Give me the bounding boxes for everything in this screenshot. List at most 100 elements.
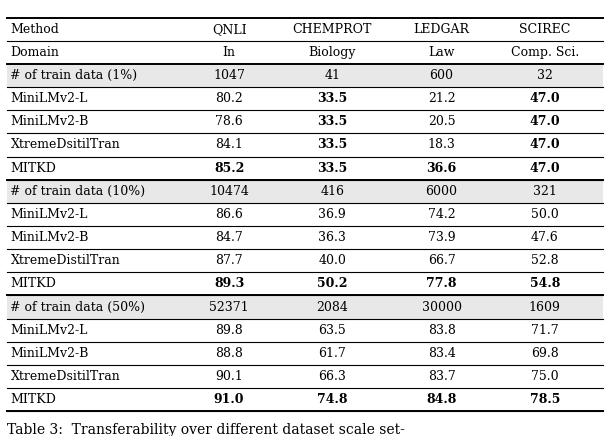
- Bar: [7, 133, 603, 157]
- Text: 63.5: 63.5: [318, 324, 346, 337]
- Text: 36.6: 36.6: [426, 162, 457, 174]
- Text: 89.3: 89.3: [214, 277, 244, 290]
- Text: 6000: 6000: [426, 185, 458, 198]
- Text: 32: 32: [537, 69, 553, 82]
- Text: MiniLMv2-B: MiniLMv2-B: [10, 347, 89, 360]
- Text: 83.8: 83.8: [428, 324, 456, 337]
- Text: 416: 416: [320, 185, 344, 198]
- Text: 2084: 2084: [317, 300, 348, 313]
- Text: SCIREC: SCIREC: [519, 23, 570, 36]
- Text: 18.3: 18.3: [428, 139, 456, 151]
- Text: 600: 600: [429, 69, 454, 82]
- Text: XtremeDsitilTran: XtremeDsitilTran: [10, 370, 120, 383]
- Text: 36.9: 36.9: [318, 208, 346, 221]
- Text: 91.0: 91.0: [214, 393, 245, 406]
- Text: 73.9: 73.9: [428, 231, 456, 244]
- Text: 78.6: 78.6: [215, 115, 243, 128]
- Text: 33.5: 33.5: [317, 115, 348, 128]
- Text: In: In: [223, 46, 235, 59]
- Text: 69.8: 69.8: [531, 347, 559, 360]
- Text: 10474: 10474: [209, 185, 249, 198]
- Text: Method: Method: [10, 23, 59, 36]
- Text: 74.8: 74.8: [317, 393, 348, 406]
- Text: 33.5: 33.5: [317, 139, 348, 151]
- Text: MITKD: MITKD: [10, 162, 56, 174]
- Text: MiniLMv2-B: MiniLMv2-B: [10, 115, 89, 128]
- Bar: [7, 272, 603, 296]
- Text: MiniLMv2-L: MiniLMv2-L: [10, 324, 88, 337]
- Bar: [7, 110, 603, 133]
- Bar: [7, 342, 603, 365]
- Text: 47.0: 47.0: [529, 139, 560, 151]
- Text: 74.2: 74.2: [428, 208, 456, 221]
- Text: 321: 321: [533, 185, 557, 198]
- Bar: [7, 17, 603, 41]
- Text: QNLI: QNLI: [212, 23, 246, 36]
- Text: 50.0: 50.0: [531, 208, 559, 221]
- Text: LEDGAR: LEDGAR: [414, 23, 470, 36]
- Text: 85.2: 85.2: [214, 162, 244, 174]
- Text: 20.5: 20.5: [428, 115, 456, 128]
- Text: 30000: 30000: [422, 300, 462, 313]
- Bar: [7, 226, 603, 249]
- Text: # of train data (1%): # of train data (1%): [10, 69, 138, 82]
- Text: Biology: Biology: [309, 46, 356, 59]
- Text: 47.0: 47.0: [529, 92, 560, 105]
- Text: # of train data (50%): # of train data (50%): [10, 300, 146, 313]
- Text: XtremeDistilTran: XtremeDistilTran: [10, 254, 120, 267]
- Text: 36.3: 36.3: [318, 231, 346, 244]
- Text: MiniLMv2-B: MiniLMv2-B: [10, 231, 89, 244]
- Text: Comp. Sci.: Comp. Sci.: [511, 46, 579, 59]
- Bar: [7, 180, 603, 203]
- Text: Table 3:  Transferability over different dataset scale set-: Table 3: Transferability over different …: [7, 423, 405, 436]
- Text: 1047: 1047: [213, 69, 245, 82]
- Text: 40.0: 40.0: [318, 254, 346, 267]
- Text: # of train data (10%): # of train data (10%): [10, 185, 146, 198]
- Text: 87.7: 87.7: [215, 254, 243, 267]
- Text: MITKD: MITKD: [10, 393, 56, 406]
- Text: 88.8: 88.8: [215, 347, 243, 360]
- Text: 47.0: 47.0: [529, 162, 560, 174]
- Text: 84.7: 84.7: [215, 231, 243, 244]
- Text: 47.0: 47.0: [529, 115, 560, 128]
- Bar: [7, 319, 603, 342]
- Text: 61.7: 61.7: [318, 347, 346, 360]
- Text: Domain: Domain: [10, 46, 59, 59]
- Text: MiniLMv2-L: MiniLMv2-L: [10, 92, 88, 105]
- Text: MiniLMv2-L: MiniLMv2-L: [10, 208, 88, 221]
- Bar: [7, 203, 603, 226]
- Text: 80.2: 80.2: [215, 92, 243, 105]
- Text: 66.7: 66.7: [428, 254, 456, 267]
- Text: 33.5: 33.5: [317, 92, 348, 105]
- Text: 90.1: 90.1: [215, 370, 243, 383]
- Text: 47.6: 47.6: [531, 231, 559, 244]
- Text: 66.3: 66.3: [318, 370, 346, 383]
- Bar: [7, 296, 603, 319]
- Text: 77.8: 77.8: [426, 277, 457, 290]
- Text: XtremeDsitilTran: XtremeDsitilTran: [10, 139, 120, 151]
- Text: 89.8: 89.8: [215, 324, 243, 337]
- Text: 83.4: 83.4: [428, 347, 456, 360]
- Text: Law: Law: [428, 46, 455, 59]
- Bar: [7, 249, 603, 272]
- Text: 50.2: 50.2: [317, 277, 348, 290]
- Text: 84.8: 84.8: [426, 393, 457, 406]
- Text: 1609: 1609: [529, 300, 561, 313]
- Text: 54.8: 54.8: [529, 277, 560, 290]
- Text: 21.2: 21.2: [428, 92, 456, 105]
- Bar: [7, 388, 603, 411]
- Bar: [7, 64, 603, 87]
- Text: MITKD: MITKD: [10, 277, 56, 290]
- Text: 78.5: 78.5: [529, 393, 560, 406]
- Bar: [7, 157, 603, 180]
- Text: 33.5: 33.5: [317, 162, 348, 174]
- Text: 83.7: 83.7: [428, 370, 456, 383]
- Text: 41: 41: [325, 69, 340, 82]
- Text: CHEMPROT: CHEMPROT: [293, 23, 372, 36]
- Bar: [7, 87, 603, 110]
- Bar: [7, 365, 603, 388]
- Text: 75.0: 75.0: [531, 370, 559, 383]
- Text: 86.6: 86.6: [215, 208, 243, 221]
- Text: 52.8: 52.8: [531, 254, 559, 267]
- Text: 71.7: 71.7: [531, 324, 559, 337]
